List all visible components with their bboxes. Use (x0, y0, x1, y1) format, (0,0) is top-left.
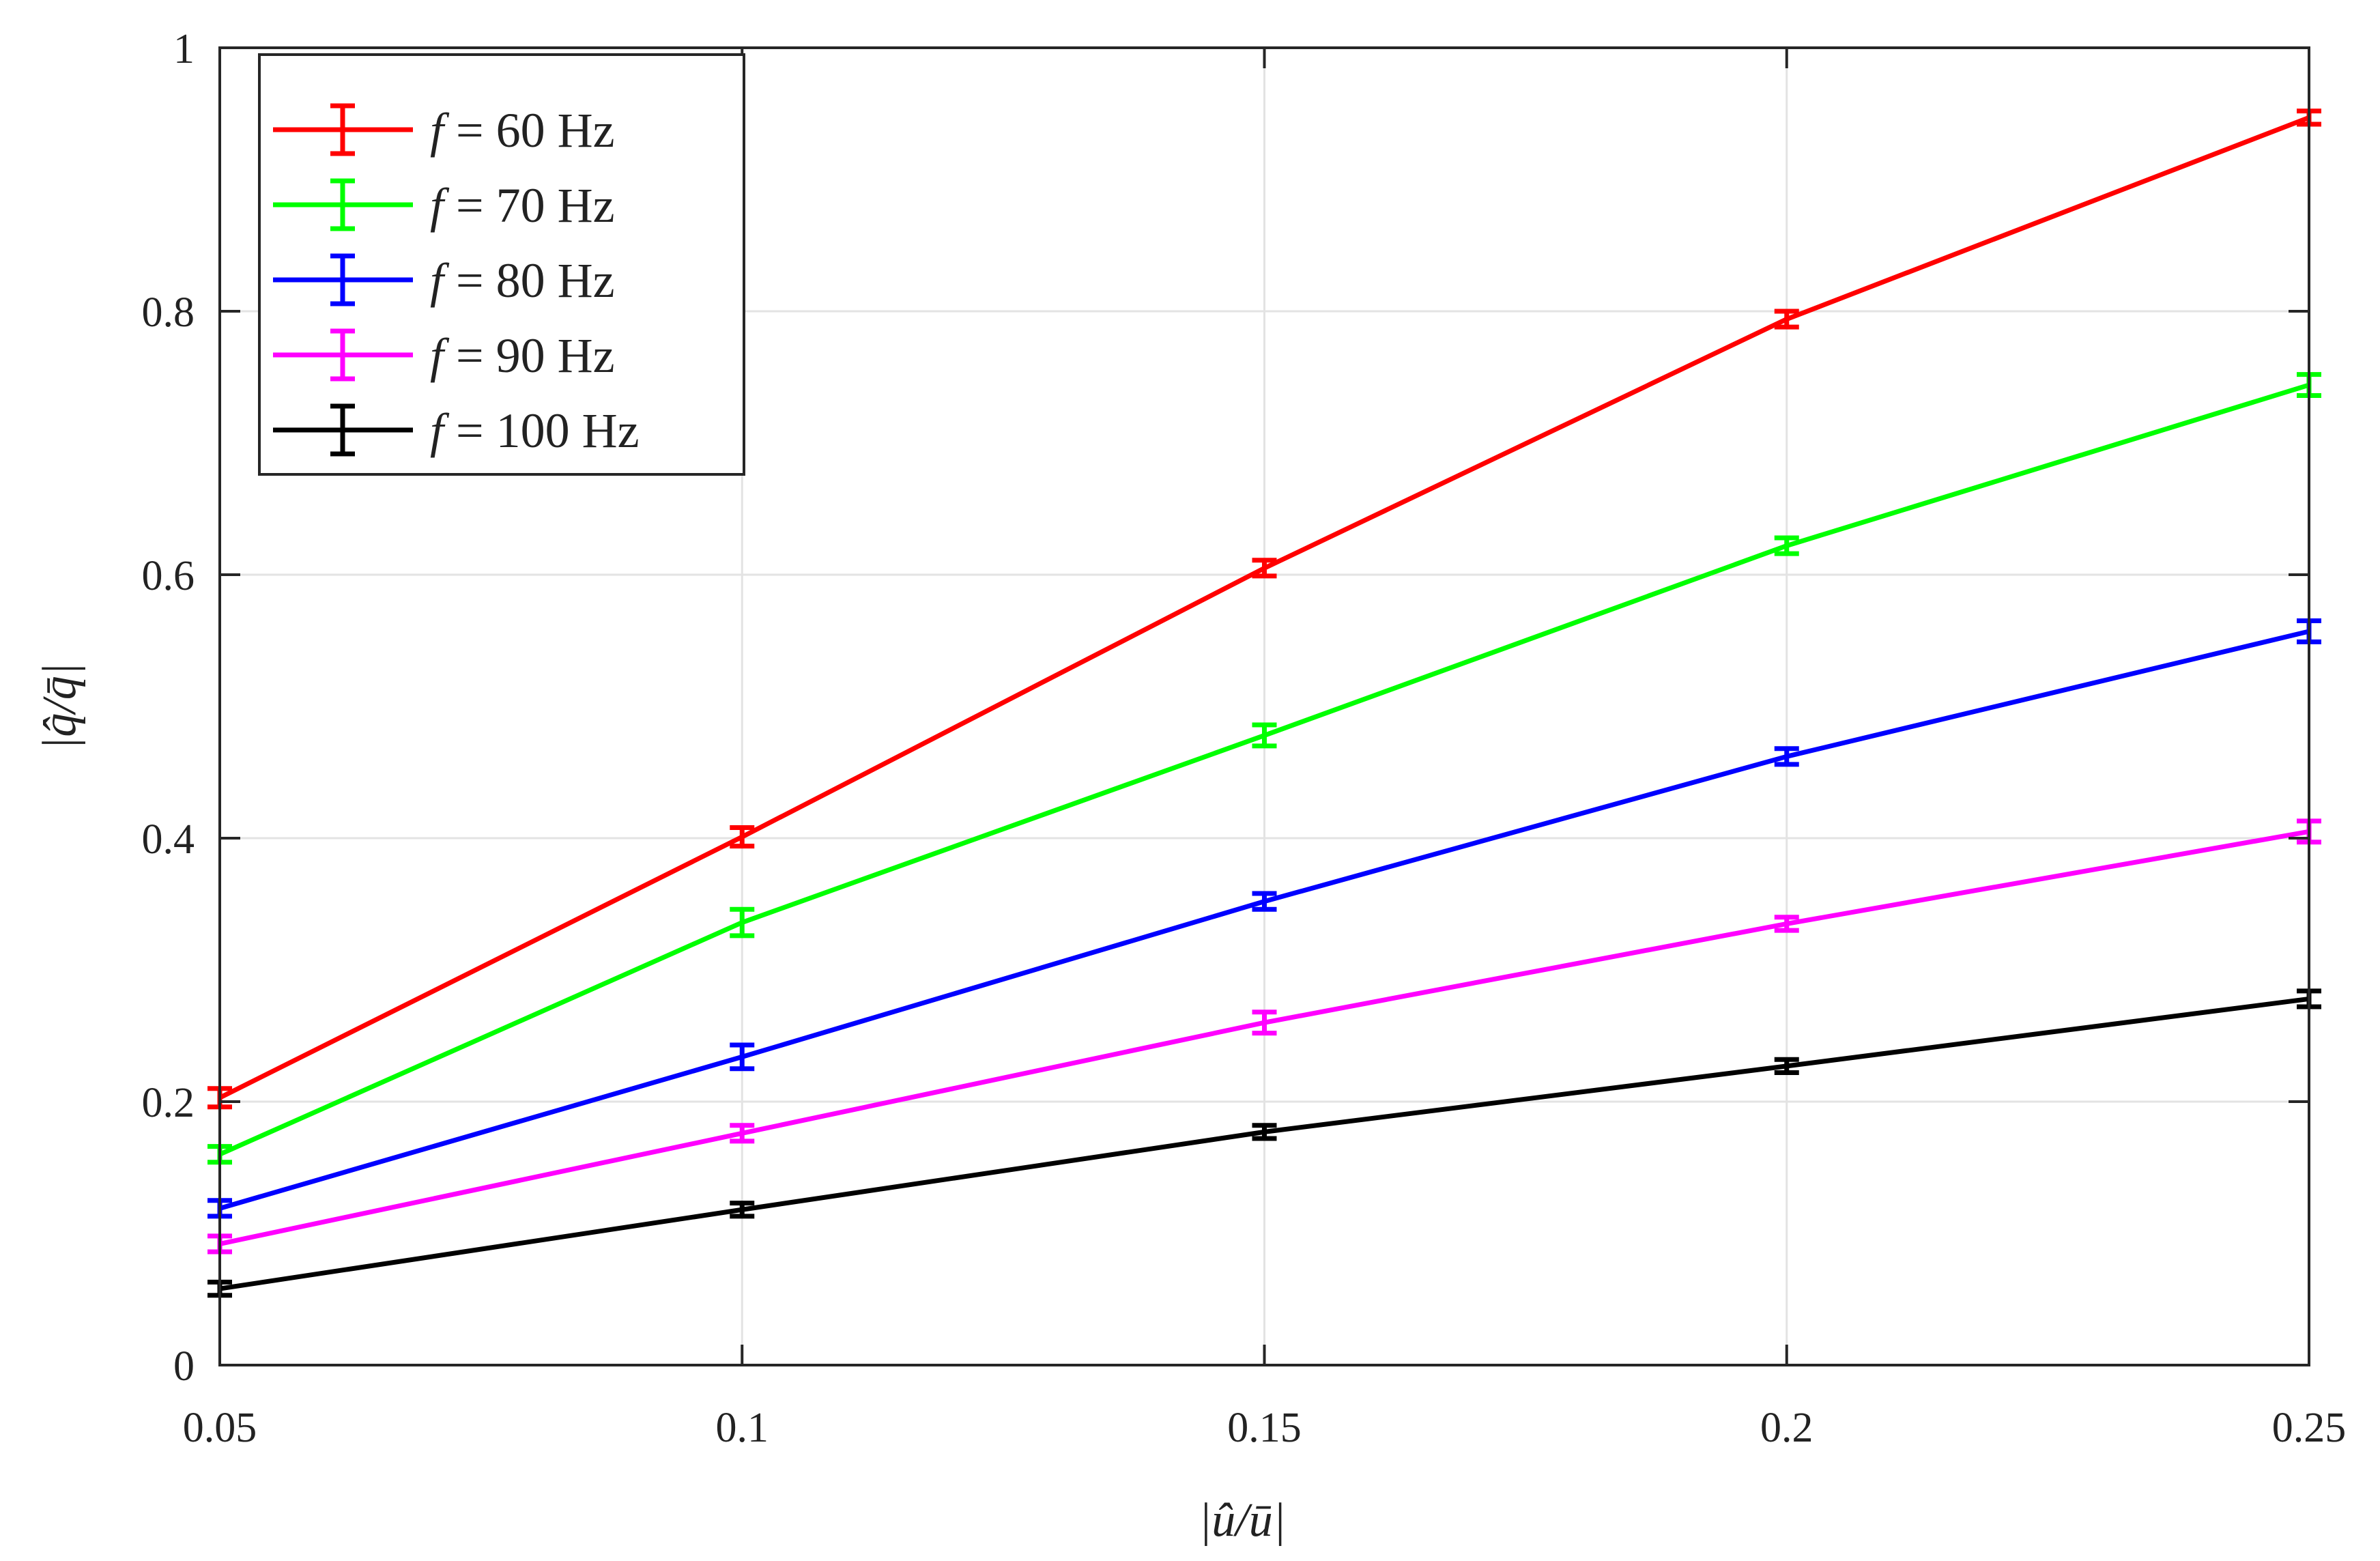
x-tick-label: 0.2 (1760, 1405, 1813, 1451)
y-tick-label: 0.4 (142, 816, 195, 863)
legend-label: f = 80 Hz (430, 253, 615, 308)
legend-entry: f = 70 Hz (273, 178, 615, 233)
legend-label: f = 100 Hz (430, 403, 640, 458)
y-tick-label: 0.6 (142, 553, 195, 599)
x-tick-label: 0.25 (2272, 1405, 2347, 1451)
y-axis-label: |q̂/q̄| (33, 663, 86, 750)
y-tick-label: 0 (173, 1343, 195, 1390)
y-tick-label: 1 (173, 26, 195, 72)
legend-label: f = 90 Hz (430, 328, 615, 383)
tick-labels: 0.05 0.1 0.15 0.2 0.25 0 0.2 0.4 0.6 0.8 1 (142, 26, 2347, 1451)
y-tick-label: 0.8 (142, 289, 195, 336)
legend-label: f = 70 Hz (430, 178, 615, 233)
y-tick-label: 0.2 (142, 1080, 195, 1126)
x-axis-label: |û/ū| (1199, 1494, 1286, 1547)
legend-entry: f = 80 Hz (273, 253, 615, 308)
x-tick-label: 0.05 (183, 1405, 257, 1451)
legend-entry: f = 90 Hz (273, 328, 615, 383)
legend-entry: f = 100 Hz (273, 403, 640, 458)
x-tick-label: 0.1 (716, 1405, 769, 1451)
series-group (207, 109, 2321, 1298)
legend-box (258, 53, 745, 476)
legend: f = 60 Hz f = 70 Hz f = 80 Hz f = 90 Hz f = … (258, 53, 745, 476)
legend-label: f = 60 Hz (430, 103, 615, 158)
x-tick-label: 0.15 (1227, 1405, 1302, 1451)
legend-entry: f = 60 Hz (273, 103, 615, 158)
